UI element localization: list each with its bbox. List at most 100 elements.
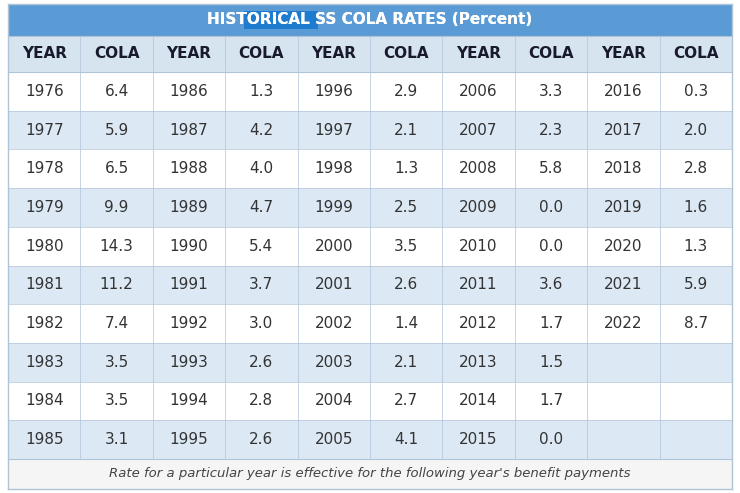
Text: 2002: 2002	[314, 316, 353, 331]
Text: 1993: 1993	[169, 355, 209, 370]
Bar	[8, 72, 732, 111]
Text: 1989: 1989	[169, 200, 209, 215]
Bar	[8, 266, 732, 304]
Text: 1999: 1999	[314, 200, 353, 215]
Text: 2004: 2004	[314, 393, 353, 408]
Text: 1984: 1984	[25, 393, 64, 408]
Text: 2.7: 2.7	[394, 393, 418, 408]
Text: 2016: 2016	[604, 84, 643, 99]
Text: 1992: 1992	[169, 316, 209, 331]
Text: 1995: 1995	[169, 432, 209, 447]
Text: 2011: 2011	[460, 278, 498, 292]
Text: 1991: 1991	[169, 278, 209, 292]
Text: 1985: 1985	[25, 432, 64, 447]
Text: 1.6: 1.6	[684, 200, 708, 215]
Text: 2.6: 2.6	[249, 432, 274, 447]
Text: 2006: 2006	[460, 84, 498, 99]
Text: 4.1: 4.1	[394, 432, 418, 447]
Text: 1977: 1977	[25, 123, 64, 138]
Bar	[8, 459, 732, 489]
Text: 2012: 2012	[460, 316, 498, 331]
Text: 8.7: 8.7	[684, 316, 708, 331]
Text: 2021: 2021	[604, 278, 642, 292]
Text: 1996: 1996	[314, 84, 353, 99]
Text: 1.3: 1.3	[684, 239, 708, 254]
Text: 3.3: 3.3	[539, 84, 563, 99]
Bar	[8, 4, 732, 36]
Text: 2010: 2010	[460, 239, 498, 254]
Text: 5.4: 5.4	[249, 239, 274, 254]
Bar	[8, 149, 732, 188]
Text: 2020: 2020	[604, 239, 642, 254]
Text: 2.8: 2.8	[684, 161, 708, 176]
Text: 2005: 2005	[314, 432, 353, 447]
Text: 1976: 1976	[25, 84, 64, 99]
Text: 9.9: 9.9	[104, 200, 129, 215]
Text: 3.5: 3.5	[104, 393, 129, 408]
Text: 0.3: 0.3	[684, 84, 708, 99]
Text: 1979: 1979	[25, 200, 64, 215]
Bar	[8, 227, 732, 266]
Text: 1980: 1980	[25, 239, 64, 254]
Bar	[244, 11, 318, 29]
Text: 2.8: 2.8	[249, 393, 274, 408]
Text: 7.4: 7.4	[104, 316, 129, 331]
Text: 1.5: 1.5	[539, 355, 563, 370]
Text: 1.7: 1.7	[539, 393, 563, 408]
Text: Rate for a particular year is effective for the following year's benefit payment: Rate for a particular year is effective …	[110, 467, 630, 481]
Bar	[8, 188, 732, 227]
Text: 5.9: 5.9	[104, 123, 129, 138]
Text: YEAR: YEAR	[601, 46, 646, 62]
Text: 0.0: 0.0	[539, 239, 563, 254]
Text: YEAR: YEAR	[166, 46, 212, 62]
Text: 1981: 1981	[25, 278, 64, 292]
Text: 2003: 2003	[314, 355, 353, 370]
Text: 1.7: 1.7	[539, 316, 563, 331]
Text: 2015: 2015	[460, 432, 498, 447]
Text: 2.6: 2.6	[394, 278, 418, 292]
Text: 11.2: 11.2	[100, 278, 133, 292]
Text: 1982: 1982	[25, 316, 64, 331]
Text: 14.3: 14.3	[100, 239, 133, 254]
Text: 4.7: 4.7	[249, 200, 274, 215]
Text: YEAR: YEAR	[312, 46, 356, 62]
Text: 1990: 1990	[169, 239, 209, 254]
Text: 2.3: 2.3	[539, 123, 563, 138]
Bar	[8, 304, 732, 343]
Text: COLA: COLA	[383, 46, 429, 62]
Text: 3.1: 3.1	[104, 432, 129, 447]
Text: 2013: 2013	[460, 355, 498, 370]
Text: 1.3: 1.3	[394, 161, 418, 176]
Text: 1998: 1998	[314, 161, 353, 176]
Text: 2017: 2017	[604, 123, 642, 138]
Text: 1997: 1997	[314, 123, 353, 138]
Text: 2022: 2022	[604, 316, 642, 331]
Text: 2009: 2009	[460, 200, 498, 215]
Text: 6.4: 6.4	[104, 84, 129, 99]
Text: 1994: 1994	[169, 393, 209, 408]
Text: 3.7: 3.7	[249, 278, 274, 292]
Text: 2000: 2000	[314, 239, 353, 254]
Text: 2.1: 2.1	[394, 355, 418, 370]
Text: 1988: 1988	[169, 161, 209, 176]
Text: 1986: 1986	[169, 84, 209, 99]
Text: 1983: 1983	[25, 355, 64, 370]
Text: 2008: 2008	[460, 161, 498, 176]
Bar	[8, 111, 732, 149]
Text: 1.4: 1.4	[394, 316, 418, 331]
Text: HISTORICAL SS COLA RATES (Percent): HISTORICAL SS COLA RATES (Percent)	[207, 12, 533, 28]
Text: 0.0: 0.0	[539, 432, 563, 447]
Text: 3.5: 3.5	[394, 239, 418, 254]
Bar	[8, 36, 732, 72]
Text: YEAR: YEAR	[456, 46, 501, 62]
Text: COLA: COLA	[94, 46, 139, 62]
Bar	[8, 382, 732, 421]
Text: COLA: COLA	[673, 46, 719, 62]
Text: 2.9: 2.9	[394, 84, 418, 99]
Text: 2.5: 2.5	[394, 200, 418, 215]
Text: 5.9: 5.9	[684, 278, 708, 292]
Text: 5.8: 5.8	[539, 161, 563, 176]
Text: 2018: 2018	[604, 161, 642, 176]
Text: COLA: COLA	[239, 46, 284, 62]
Text: 2014: 2014	[460, 393, 498, 408]
